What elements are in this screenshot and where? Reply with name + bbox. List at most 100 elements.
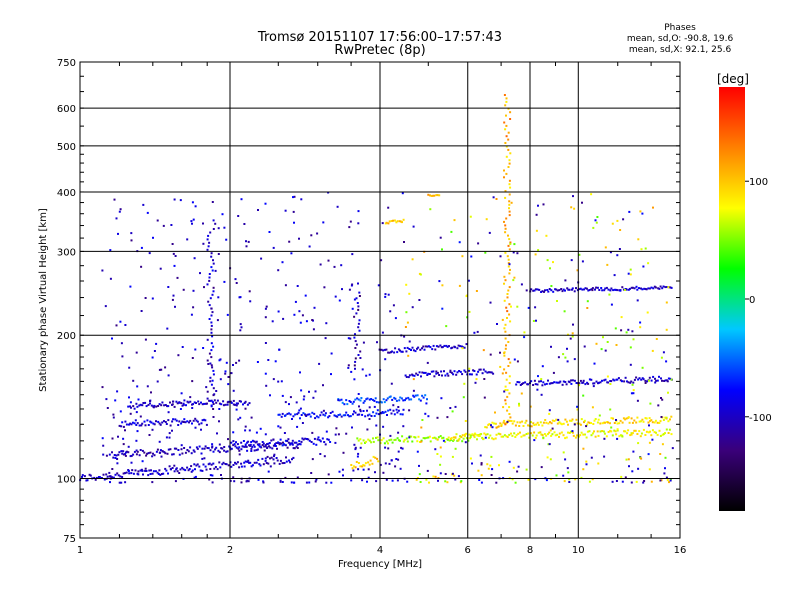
data-point <box>524 421 527 424</box>
x-tick-label: 6 <box>465 545 471 556</box>
data-point <box>121 421 124 424</box>
data-point <box>281 462 284 465</box>
data-point <box>373 399 376 402</box>
data-point <box>240 400 242 403</box>
data-point <box>414 394 417 397</box>
data-point <box>348 415 351 418</box>
data-point <box>434 475 437 478</box>
data-point <box>439 435 442 438</box>
data-point <box>340 264 343 267</box>
data-point <box>594 435 597 438</box>
data-point <box>436 453 439 455</box>
data-point <box>313 412 316 415</box>
data-point <box>651 349 654 352</box>
data-point <box>667 377 670 380</box>
data-point <box>245 245 248 248</box>
data-point <box>497 432 500 435</box>
chart-title-line1: Tromsø 20151107 17:56:00–17:57:43 <box>257 30 502 45</box>
data-point <box>449 369 452 372</box>
data-point <box>167 448 170 451</box>
data-point <box>368 413 371 416</box>
data-point <box>632 381 635 384</box>
data-point <box>567 471 570 474</box>
data-point <box>557 356 560 359</box>
data-point <box>583 288 585 291</box>
data-point <box>640 248 643 251</box>
data-point <box>89 474 92 477</box>
data-point <box>244 400 247 403</box>
data-point <box>169 448 172 451</box>
data-point <box>618 248 621 250</box>
data-point <box>411 306 414 309</box>
data-point <box>348 226 351 229</box>
data-point <box>647 453 650 456</box>
data-point <box>218 461 221 464</box>
data-point <box>357 398 360 401</box>
data-point <box>359 410 362 413</box>
data-point <box>639 420 642 423</box>
data-point <box>263 445 266 448</box>
data-point <box>253 461 256 464</box>
data-point <box>553 431 556 434</box>
data-point <box>174 480 177 483</box>
data-point <box>508 200 511 203</box>
data-point <box>278 443 281 446</box>
data-point <box>452 436 455 439</box>
data-point <box>499 351 501 354</box>
data-point <box>549 458 552 461</box>
data-point <box>208 399 211 402</box>
data-point <box>122 453 125 456</box>
data-point <box>152 406 155 409</box>
data-point <box>562 288 565 291</box>
data-point <box>441 374 443 377</box>
data-point <box>631 286 634 289</box>
data-point <box>372 440 375 443</box>
data-point <box>312 396 315 399</box>
data-point <box>630 392 633 395</box>
data-point <box>348 288 351 291</box>
data-point <box>427 415 430 418</box>
data-point <box>376 409 379 412</box>
data-point <box>666 380 669 383</box>
data-point <box>166 405 169 408</box>
data-point <box>325 481 328 484</box>
data-point <box>664 286 667 289</box>
data-point <box>180 402 183 405</box>
data-point <box>441 307 444 310</box>
data-point <box>484 426 487 429</box>
data-point <box>436 438 439 441</box>
data-point <box>370 441 373 444</box>
data-point <box>604 421 607 424</box>
data-point <box>334 441 337 444</box>
data-point <box>418 398 421 401</box>
data-point <box>210 331 213 334</box>
data-point <box>158 403 161 406</box>
data-point <box>657 287 660 290</box>
phase-stats-title: Phases <box>664 23 696 33</box>
data-point <box>281 444 284 447</box>
data-point <box>144 467 147 470</box>
data-point <box>375 480 378 483</box>
data-point <box>295 445 298 448</box>
data-point <box>114 399 117 402</box>
data-point <box>377 401 380 404</box>
data-point <box>505 344 507 347</box>
data-point <box>636 399 639 402</box>
data-point <box>669 479 672 482</box>
data-point <box>234 461 236 464</box>
data-point <box>625 458 628 461</box>
data-point <box>513 243 516 246</box>
data-point <box>356 455 359 458</box>
data-point <box>160 404 163 407</box>
data-point <box>300 389 303 392</box>
data-point <box>375 412 378 415</box>
data-point <box>180 392 183 395</box>
data-point <box>463 382 466 385</box>
data-point <box>403 438 406 441</box>
data-point <box>305 481 308 484</box>
data-point <box>187 450 190 453</box>
data-point <box>141 460 144 463</box>
data-point <box>149 402 151 405</box>
data-point <box>237 215 240 217</box>
data-point <box>202 347 205 349</box>
